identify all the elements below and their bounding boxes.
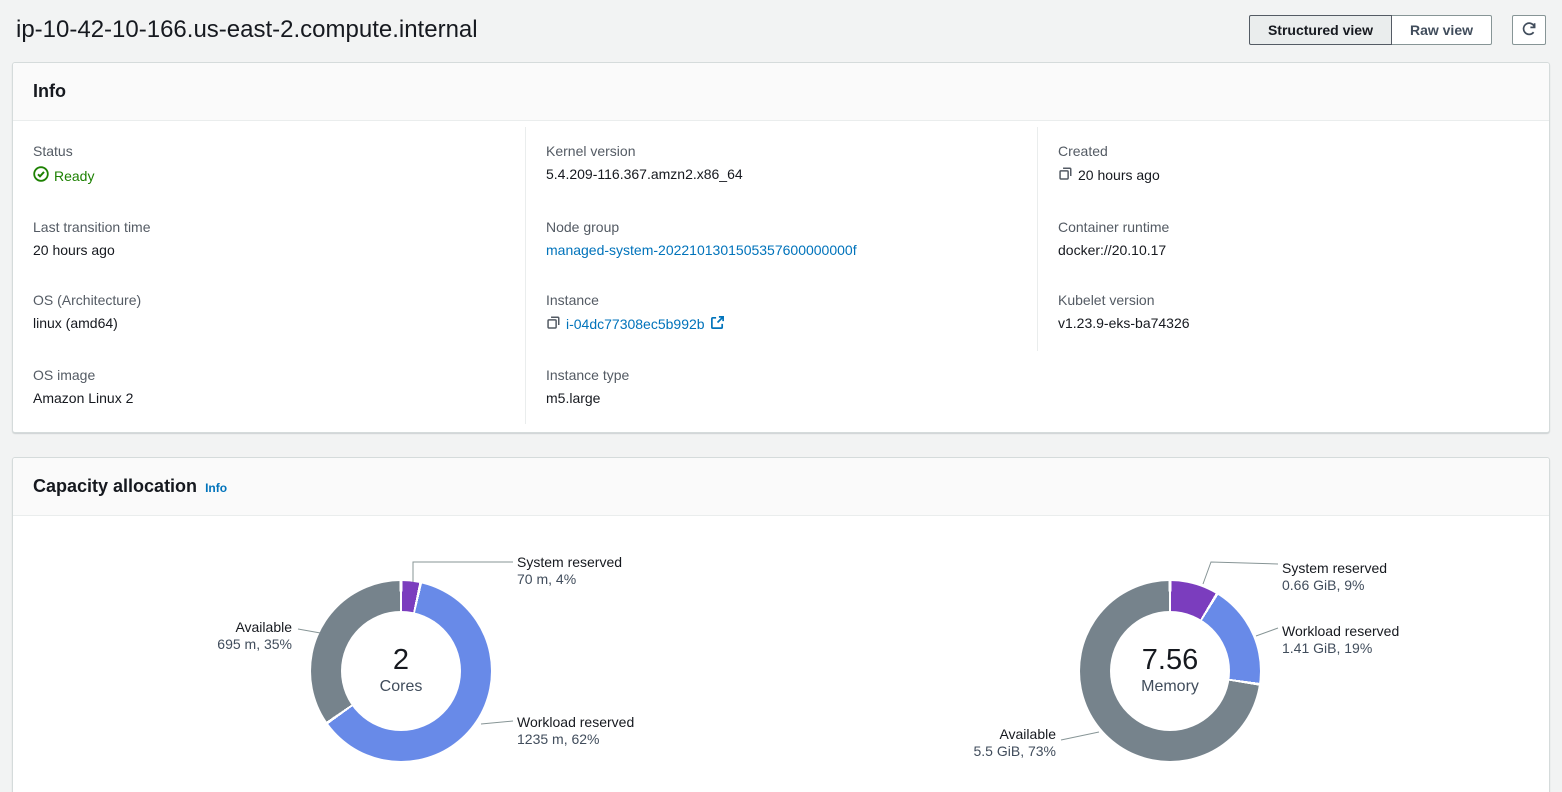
copy-button[interactable] xyxy=(546,315,561,333)
field-created: Created 20 hours ago xyxy=(1037,127,1549,203)
field-value: docker://20.10.17 xyxy=(1058,242,1167,258)
view-toggle: Structured view Raw view xyxy=(1248,15,1492,45)
field-label: Last transition time xyxy=(33,219,151,235)
field-label: Kernel version xyxy=(546,143,636,159)
structured-view-button[interactable]: Structured view xyxy=(1248,15,1392,45)
field-node-group: Node group managed-system-20221013015053… xyxy=(525,203,1037,276)
page-title: ip-10-42-10-166.us-east-2.compute.intern… xyxy=(16,16,478,43)
field-value: Amazon Linux 2 xyxy=(33,390,134,406)
field-label: Container runtime xyxy=(1058,219,1170,235)
capacity-panel: Capacity allocation Info 2 Cores System … xyxy=(12,457,1550,792)
page-header: ip-10-42-10-166.us-east-2.compute.intern… xyxy=(0,0,1562,62)
cpu-available-callout: Available 695 m, 35% xyxy=(217,619,292,652)
memory-workload-reserved-callout: Workload reserved 1.41 GiB, 19% xyxy=(1282,623,1400,656)
field-os-architecture: OS (Architecture) linux (amd64) xyxy=(13,276,525,351)
empty-cell xyxy=(1037,351,1549,424)
field-value: v1.23.9-eks-ba74326 xyxy=(1058,315,1190,331)
memory-total-label: Memory xyxy=(1141,678,1199,695)
field-label: Status xyxy=(33,143,73,159)
field-value: 5.4.209-116.367.amzn2.x86_64 xyxy=(546,166,743,182)
capacity-panel-title: Capacity allocation xyxy=(33,476,198,496)
memory-total-value: 7.56 xyxy=(1141,644,1199,676)
info-panel: Info Status Ready Kernel version 5.4. xyxy=(12,62,1550,433)
raw-view-button[interactable]: Raw view xyxy=(1390,15,1492,45)
field-label: Instance xyxy=(546,292,599,308)
cpu-system-reserved-callout: System reserved 70 m, 4% xyxy=(517,554,623,587)
created-text: 20 hours ago xyxy=(1078,167,1160,183)
copy-button[interactable] xyxy=(1058,166,1073,184)
field-value: 20 hours ago xyxy=(1058,166,1529,184)
field-value: linux (amd64) xyxy=(33,315,118,331)
cpu-total-label: Cores xyxy=(379,678,423,695)
check-circle-icon xyxy=(33,166,49,185)
node-group-link[interactable]: managed-system-2022101301505357600000000… xyxy=(546,242,857,258)
field-value: m5.large xyxy=(546,390,601,406)
info-panel-header: Info xyxy=(13,63,1549,121)
external-link-icon xyxy=(710,315,725,333)
field-label: Node group xyxy=(546,219,620,235)
cpu-total-value: 2 xyxy=(392,644,410,676)
field-instance-type: Instance type m5.large xyxy=(525,351,1037,424)
info-row-1: Status Ready Kernel version 5.4.209-116.… xyxy=(13,127,1549,203)
field-label: OS image xyxy=(33,367,96,383)
instance-link[interactable]: i-04dc77308ec5b992b xyxy=(566,316,705,332)
field-status: Status Ready xyxy=(13,127,525,203)
field-value: 20 hours ago xyxy=(33,242,115,258)
memory-available-callout: Available 5.5 GiB, 73% xyxy=(973,726,1057,759)
field-label: Instance type xyxy=(546,367,630,383)
field-os-image: OS image Amazon Linux 2 xyxy=(13,351,525,424)
info-panel-title: Info xyxy=(33,81,66,101)
capacity-charts: 2 Cores System reserved 70 m, 4% Availab… xyxy=(13,516,1549,792)
field-container-runtime: Container runtime docker://20.10.17 xyxy=(1037,203,1549,276)
capacity-info-link[interactable]: Info xyxy=(205,481,228,495)
status-text: Ready xyxy=(54,167,95,184)
cpu-donut-center: 2 Cores xyxy=(341,611,461,731)
field-label: Kubelet version xyxy=(1058,292,1155,308)
info-row-2: Last transition time 20 hours ago Node g… xyxy=(13,203,1549,276)
refresh-icon xyxy=(1521,21,1537,40)
field-label: Created xyxy=(1058,143,1108,159)
field-last-transition-time: Last transition time 20 hours ago xyxy=(13,203,525,276)
field-label: OS (Architecture) xyxy=(33,292,142,308)
status-badge: Ready xyxy=(33,166,505,185)
memory-donut-center: 7.56 Memory xyxy=(1110,611,1230,731)
refresh-button[interactable] xyxy=(1512,15,1546,45)
info-row-4: OS image Amazon Linux 2 Instance type m5… xyxy=(13,351,1549,424)
header-actions: Structured view Raw view xyxy=(1248,15,1546,45)
field-instance: Instance i-04dc77308ec5b992b xyxy=(525,276,1037,351)
memory-system-reserved-callout: System reserved 0.66 GiB, 9% xyxy=(1282,560,1388,593)
cpu-donut-chart[interactable]: 2 Cores xyxy=(311,581,491,761)
copy-icon xyxy=(1058,166,1073,184)
field-kubelet-version: Kubelet version v1.23.9-eks-ba74326 xyxy=(1037,276,1549,351)
field-kernel-version: Kernel version 5.4.209-116.367.amzn2.x86… xyxy=(525,127,1037,203)
copy-icon xyxy=(546,315,561,333)
info-grid: Status Ready Kernel version 5.4.209-116.… xyxy=(13,121,1549,432)
capacity-panel-header: Capacity allocation Info xyxy=(13,458,1549,516)
memory-donut-chart[interactable]: 7.56 Memory xyxy=(1080,581,1260,761)
info-row-3: OS (Architecture) linux (amd64) Instance xyxy=(13,276,1549,351)
cpu-workload-reserved-callout: Workload reserved 1235 m, 62% xyxy=(517,714,635,747)
